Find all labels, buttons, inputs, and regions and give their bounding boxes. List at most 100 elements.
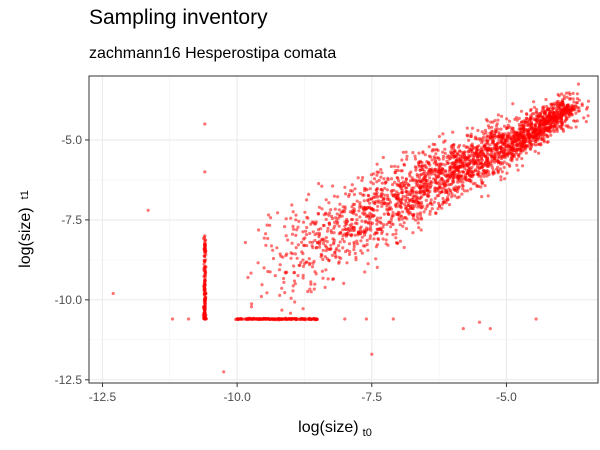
data-point [204,249,208,253]
data-point [304,260,308,264]
data-point [202,284,206,288]
data-point [265,291,269,295]
data-point [294,233,298,237]
data-point [555,111,559,115]
data-point [469,132,473,136]
data-point [284,271,288,275]
data-point [305,198,309,202]
data-point [461,170,465,174]
data-point [203,307,207,311]
data-point [337,224,341,228]
data-point [473,137,477,141]
data-point [472,160,476,164]
data-point [441,154,446,158]
data-point [516,134,520,139]
data-point [354,255,358,259]
data-point [372,195,376,199]
data-point [427,167,431,171]
data-point [490,125,494,129]
data-point [538,119,542,123]
data-point [475,165,479,170]
data-point [423,192,427,196]
data-point [317,231,322,235]
data-point [471,158,475,162]
data-point [249,305,254,309]
data-point [376,227,380,232]
data-point [361,211,365,215]
data-point [504,144,508,148]
data-point [312,259,316,263]
data-point [262,266,266,270]
data-point [272,318,276,322]
data-point [295,256,299,260]
data-point [434,152,438,156]
data-point [444,201,448,205]
data-point [364,215,368,219]
data-point [496,171,500,175]
data-point [420,189,425,194]
data-point [327,201,331,205]
data-point [336,216,340,220]
data-point [308,317,312,321]
data-point [393,164,397,168]
data-point [553,116,558,120]
data-point [242,317,246,321]
data-point [394,202,398,206]
data-point [564,111,568,115]
data-point [350,205,354,209]
data-point [490,166,495,170]
data-point [319,255,323,259]
data-point [572,100,576,104]
data-point [428,185,432,189]
data-point [481,180,485,184]
data-point [333,251,337,255]
data-point [375,216,380,220]
data-point [336,195,340,199]
data-point [496,113,500,117]
data-point [305,225,309,230]
data-point [264,243,268,247]
x-tick-label: -12.5 [89,390,117,404]
y-axis-label: log(size) t1 [17,190,34,268]
data-point [532,129,537,133]
data-point [203,234,207,238]
data-point [354,221,358,225]
data-point [323,244,327,248]
data-point [434,211,438,215]
data-point [449,150,453,154]
data-point [462,151,466,155]
data-point [507,119,512,123]
data-point [203,298,207,302]
data-point [521,164,525,168]
data-point [464,177,468,181]
data-point [432,200,436,204]
data-point [394,236,398,240]
data-point [450,192,454,196]
data-point [301,258,305,262]
x-axis-label: log(size) t0 [298,419,372,439]
data-point [341,234,345,238]
data-point [465,126,469,130]
data-point [293,300,297,304]
data-point [344,192,348,196]
data-point [425,160,429,164]
data-point [521,134,525,138]
data-point [358,201,362,205]
data-point [514,150,519,155]
data-point [352,242,356,246]
data-point [235,317,239,321]
data-point [557,124,561,128]
data-point [299,260,303,265]
data-point [423,163,427,167]
data-point [485,141,489,145]
data-point [425,188,429,192]
data-point [398,223,402,227]
data-point [170,317,175,321]
data-point [391,194,396,198]
data-point [382,212,386,216]
data-point [406,183,410,187]
data-point [503,154,507,158]
data-point [203,170,207,174]
data-point [483,128,487,132]
data-point [303,210,307,214]
